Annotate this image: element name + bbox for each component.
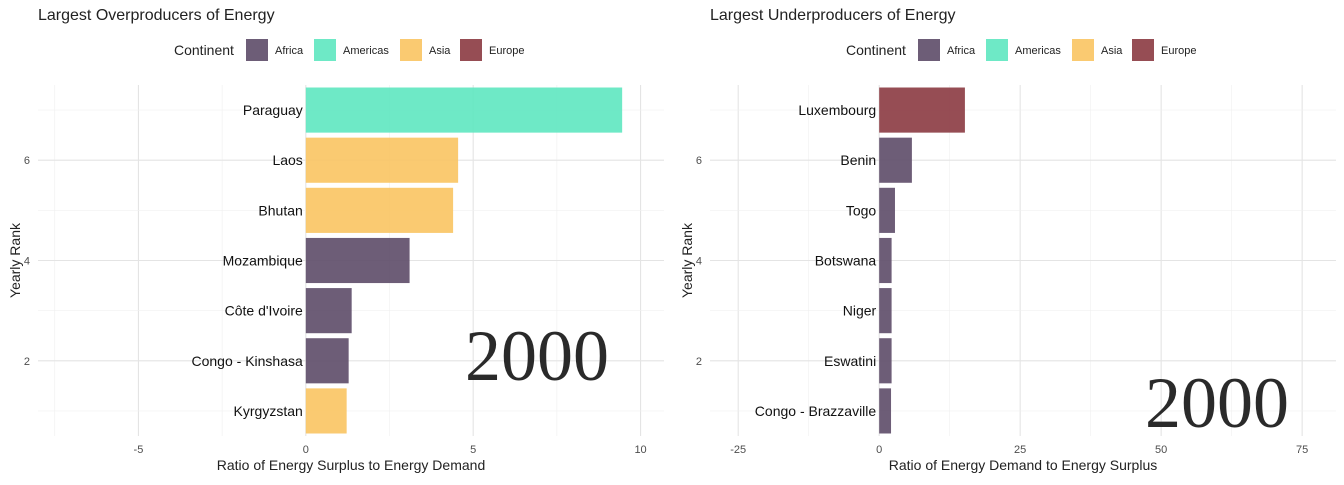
legend-title: Continent [846,42,906,58]
bar [879,388,892,434]
y-tick-label: 2 [696,356,702,368]
legend-label: Asia [429,45,451,57]
legend-label: Americas [343,45,389,57]
legend-swatch [400,39,422,61]
x-tick-label: 5 [470,444,476,456]
legend-swatch [918,39,940,61]
bar [305,137,459,183]
legend-label: Asia [1101,45,1123,57]
y-tick-label: 4 [24,256,30,268]
bar-label: Kyrgyzstan [234,403,303,419]
y-tick-label: 6 [696,155,702,167]
x-tick-label: 50 [1155,444,1167,456]
year-label: 2000 [465,316,609,396]
bar [879,137,912,183]
chart-title: Largest Overproducers of Energy [38,7,275,24]
x-tick-label: 10 [634,444,646,456]
legend: Continent Africa Americas Asia Europe [174,39,524,61]
y-tick-label: 2 [24,356,30,368]
x-tick-label: -25 [730,444,746,456]
chart-title: Largest Underproducers of Energy [710,7,955,24]
x-tick-label: 0 [303,444,309,456]
bar [305,87,623,133]
x-axis-title: Ratio of Energy Demand to Energy Surplus [889,457,1157,473]
bar [879,87,965,133]
year-label: 2000 [1145,363,1289,443]
x-axis-title: Ratio of Energy Surplus to Energy Demand [217,457,485,473]
bar [879,237,892,284]
bar [305,288,352,334]
y-axis-title: Yearly Rank [679,222,695,298]
bar [305,237,410,284]
bar-label: Laos [272,152,302,168]
x-tick-label: 25 [1014,444,1026,456]
bar [305,338,349,384]
legend-title: Continent [174,42,234,58]
bar [879,338,892,384]
chart-panel-1: Largest Overproducers of Energy Continent… [7,7,664,473]
bar-label: Paraguay [243,102,303,118]
legend-label: Europe [1161,45,1196,57]
legend-swatch [1072,39,1094,61]
legend-swatch [246,39,268,61]
x-tick-label: 75 [1296,444,1308,456]
bar-label: Niger [843,303,877,319]
bar-label: Congo - Brazzaville [755,403,877,419]
bar [305,187,454,233]
legend-label: Africa [947,45,976,57]
bar-label: Bhutan [258,202,302,218]
bar [879,187,895,233]
bar [879,288,892,334]
bar [305,388,347,434]
bar-label: Mozambique [223,253,303,269]
x-tick-label: 0 [876,444,882,456]
legend-swatch [460,39,482,61]
bar-label: Luxembourg [798,102,876,118]
legend-swatch [986,39,1008,61]
legend: Continent Africa Americas Asia Europe [846,39,1196,61]
y-tick-label: 4 [696,256,702,268]
legend-label: Americas [1015,45,1061,57]
chart-panel-2: Largest Underproducers of Energy Continen… [679,7,1336,473]
bar-label: Togo [846,202,877,218]
bar-label: Côte d'Ivoire [225,303,303,319]
x-tick-label: -5 [134,444,144,456]
y-tick-label: 6 [24,155,30,167]
legend-swatch [314,39,336,61]
legend-label: Europe [489,45,524,57]
y-axis-title: Yearly Rank [7,222,23,298]
bar-label: Eswatini [824,353,876,369]
bar-label: Botswana [815,253,877,269]
bar-label: Congo - Kinshasa [192,353,304,369]
legend-swatch [1132,39,1154,61]
legend-label: Africa [275,45,304,57]
bar-label: Benin [840,152,876,168]
